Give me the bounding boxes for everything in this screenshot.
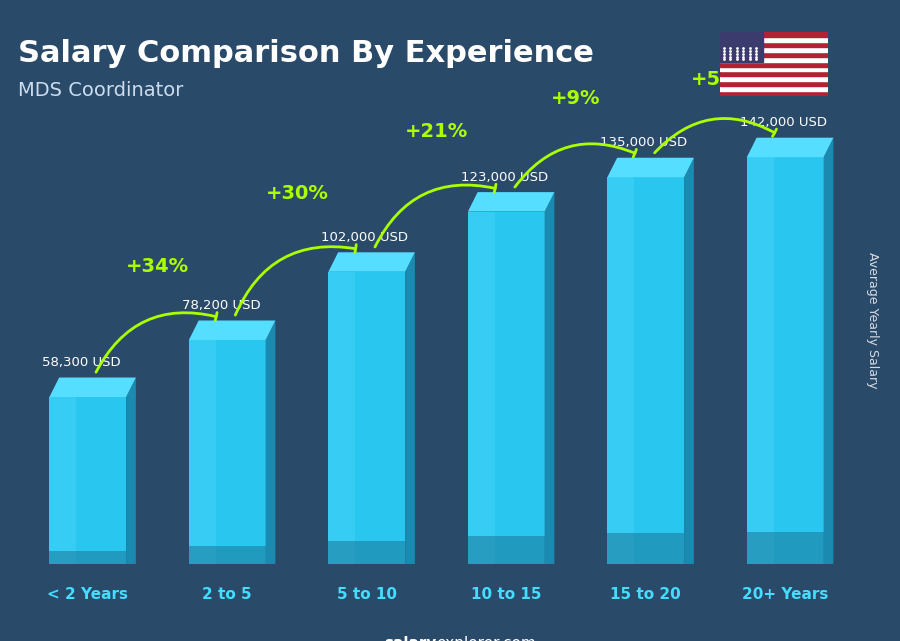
Polygon shape [608, 177, 634, 564]
Bar [720, 81, 828, 87]
Polygon shape [189, 340, 266, 564]
Bar [720, 37, 828, 42]
Text: 123,000 USD: 123,000 USD [461, 171, 548, 183]
Polygon shape [328, 272, 356, 564]
Text: 15 to 20: 15 to 20 [610, 587, 681, 602]
Text: 58,300 USD: 58,300 USD [42, 356, 121, 369]
Text: 20+ Years: 20+ Years [742, 587, 828, 602]
Text: Average Yearly Salary: Average Yearly Salary [867, 253, 879, 388]
Text: salary: salary [384, 636, 436, 641]
Polygon shape [468, 212, 495, 564]
Polygon shape [684, 158, 694, 564]
Text: explorer.com: explorer.com [436, 636, 536, 641]
Polygon shape [189, 546, 266, 564]
Bar [720, 91, 828, 96]
Text: < 2 Years: < 2 Years [47, 587, 128, 602]
Polygon shape [189, 340, 216, 564]
Polygon shape [747, 157, 774, 564]
Text: 10 to 15: 10 to 15 [471, 587, 542, 602]
Polygon shape [747, 157, 824, 564]
Polygon shape [50, 397, 126, 564]
Bar [720, 67, 828, 72]
Polygon shape [468, 212, 544, 564]
Text: 5 to 10: 5 to 10 [337, 587, 397, 602]
Polygon shape [50, 378, 136, 397]
Polygon shape [50, 397, 76, 564]
Polygon shape [328, 541, 405, 564]
Text: 135,000 USD: 135,000 USD [600, 136, 688, 149]
Bar [720, 62, 828, 67]
Text: 142,000 USD: 142,000 USD [740, 116, 827, 129]
Text: +21%: +21% [405, 122, 468, 141]
Text: +30%: +30% [266, 185, 328, 203]
Text: 78,200 USD: 78,200 USD [182, 299, 260, 312]
Text: +34%: +34% [126, 257, 189, 276]
Polygon shape [189, 320, 275, 340]
Text: MDS Coordinator: MDS Coordinator [18, 81, 184, 100]
Polygon shape [468, 536, 544, 564]
Polygon shape [126, 378, 136, 564]
Polygon shape [608, 177, 684, 564]
Bar [720, 32, 828, 37]
Bar [720, 56, 828, 62]
Text: +5%: +5% [690, 70, 741, 88]
Polygon shape [266, 320, 275, 564]
Bar [720, 76, 828, 81]
Polygon shape [405, 253, 415, 564]
Polygon shape [608, 158, 694, 177]
Polygon shape [747, 138, 833, 157]
Bar [720, 47, 828, 52]
Polygon shape [50, 551, 126, 564]
Polygon shape [747, 531, 824, 564]
Polygon shape [544, 192, 554, 564]
Bar [720, 72, 828, 76]
Text: 2 to 5: 2 to 5 [202, 587, 252, 602]
Bar [720, 52, 828, 56]
Polygon shape [328, 253, 415, 272]
Bar [720, 32, 763, 62]
Polygon shape [824, 138, 833, 564]
Text: 102,000 USD: 102,000 USD [321, 231, 409, 244]
Polygon shape [328, 272, 405, 564]
Bar [720, 42, 828, 47]
Polygon shape [608, 533, 684, 564]
Text: Salary Comparison By Experience: Salary Comparison By Experience [18, 39, 594, 69]
Text: +9%: +9% [551, 89, 601, 108]
Polygon shape [468, 192, 554, 212]
Bar [720, 87, 828, 91]
